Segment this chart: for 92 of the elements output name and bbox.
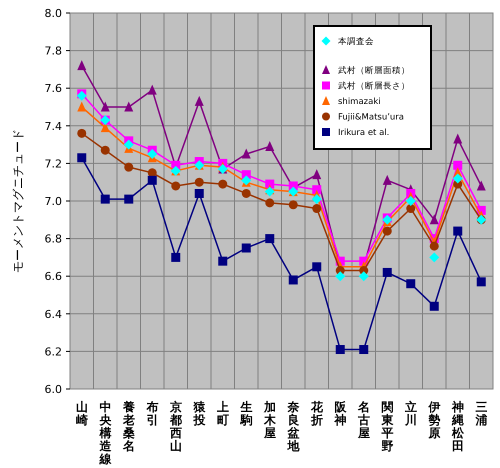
point [429,252,440,262]
point [406,204,416,214]
point [406,279,416,288]
point [265,140,274,151]
x-tick-label: 立川 [404,400,417,427]
legend-label: Irikura et al. [338,128,390,138]
y-tick-label: 6.6 [44,270,62,284]
point [76,90,87,101]
point [77,153,86,162]
point [312,194,322,204]
y-tick-label: 6.2 [44,345,62,358]
point [430,242,439,251]
x-tick-label: 生駒 [239,400,252,427]
y-tick-label: 8.0 [44,7,62,20]
point [312,169,322,180]
point [242,148,251,158]
point [242,244,251,252]
legend-label: 本調査会 [338,36,374,47]
y-tick-label: 7.0 [44,195,62,208]
legend-label: 武村（断層面積） [338,65,410,76]
point [336,345,345,354]
x-tick-label: 神縄松田 [450,400,465,453]
point [194,188,204,198]
y-tick-label: 7.2 [44,157,62,170]
x-tick-label: 関東平野 [380,400,394,453]
x-tick-label: 三浦 [474,400,488,427]
point [452,173,463,184]
y-tick-label: 6.4 [44,308,62,321]
point [382,268,392,277]
point [453,160,462,170]
point [476,180,486,190]
point [124,140,134,150]
y-tick-label: 7.8 [44,44,62,58]
point [124,102,134,112]
x-tick-label: 布引 [145,400,158,427]
x-tick-label: 奈良盆地 [286,400,300,453]
point [100,146,110,155]
y-axis-title: モーメントマグニチュード [11,129,25,273]
x-tick-label: 京都西山 [168,400,182,453]
point [476,277,486,286]
x-tick-label: 中央構造線 [98,400,112,466]
point [264,186,275,197]
point [312,262,322,272]
legend-label: Fujii&Matsu’ura [338,112,404,122]
point [148,176,157,185]
x-tick-label: 加木屋 [262,400,277,440]
y-tick-label: 7.6 [44,82,62,96]
point [148,84,157,95]
point [453,226,462,236]
point [359,345,368,354]
x-tick-label: 名古屋 [356,400,370,440]
point [124,194,134,204]
point [124,162,134,172]
legend-label: shimazaki [338,97,381,107]
point [358,271,369,282]
y-tick-label: 7.4 [44,120,62,133]
point [265,198,274,208]
point [147,149,158,159]
legend-label: 武村（断層長さ） [338,80,410,92]
point [430,214,439,224]
point [218,256,228,266]
x-tick-label: 阪神 [333,400,348,427]
point [430,302,439,311]
point [100,102,110,112]
point [171,181,180,190]
point [288,200,298,210]
point [288,275,298,284]
point [77,102,86,112]
point [312,204,322,214]
point [406,196,416,206]
point [242,188,251,198]
point [194,178,204,187]
x-tick-label: 花折 [310,400,324,427]
point [382,226,392,236]
x-tick-label: 伊勢原 [427,400,440,440]
point [382,174,392,185]
point [77,128,86,138]
point [100,194,110,204]
point [194,96,204,106]
y-tick-label: 6.8 [44,232,62,246]
point [335,271,346,282]
point [171,252,180,262]
point [312,185,322,194]
point [265,234,274,244]
x-tick-label: 猿投 [192,400,206,427]
y-tick-label: 6.0 [44,383,62,396]
point [218,180,228,189]
point [453,133,462,144]
x-tick-label: 山崎 [76,400,88,427]
x-tick-label: 上町 [216,400,229,427]
x-tick-label: 養老桑名 [122,400,136,453]
point [77,60,86,70]
